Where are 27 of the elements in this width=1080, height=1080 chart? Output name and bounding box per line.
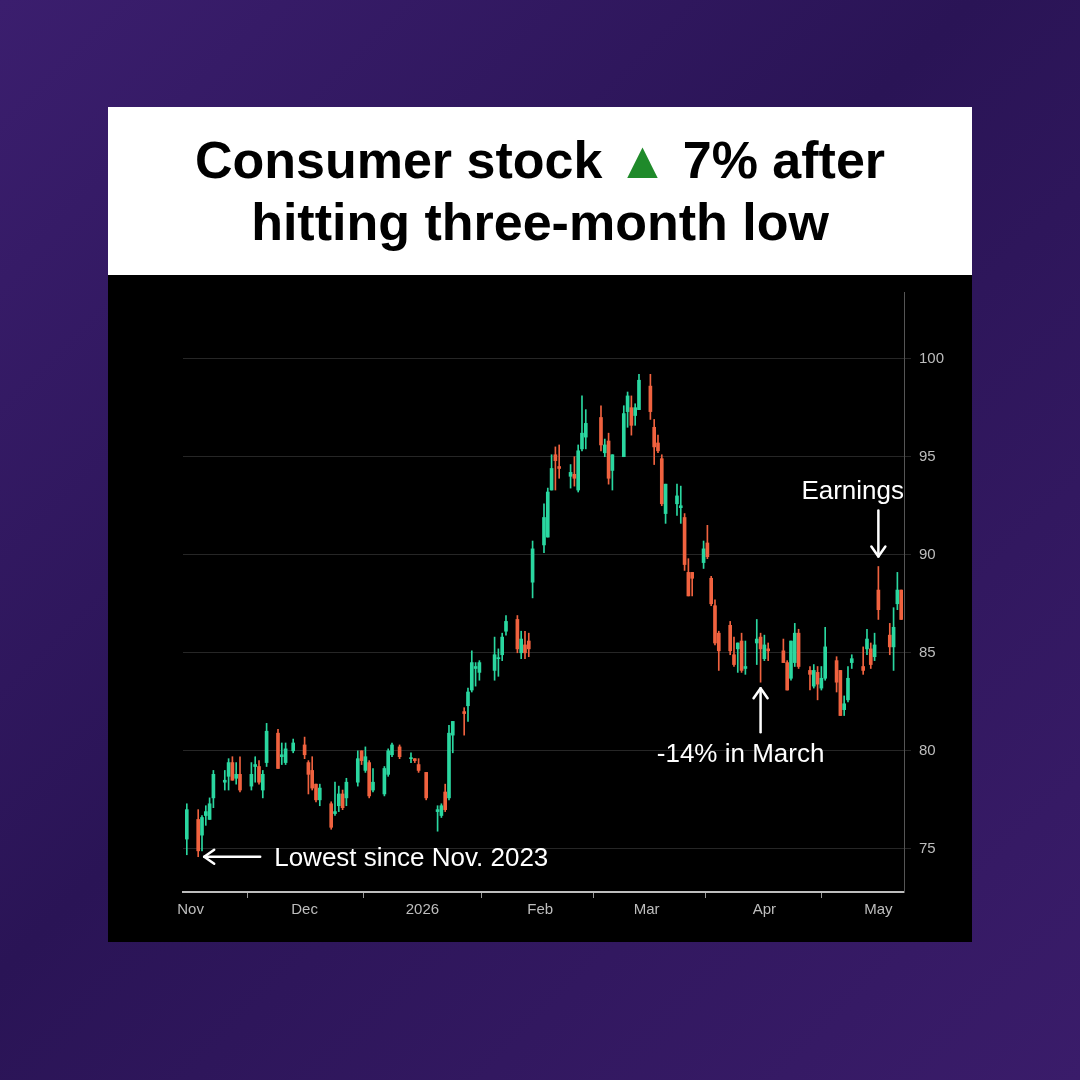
candlestick <box>409 752 413 763</box>
annotation: Earnings <box>801 474 905 505</box>
candlestick <box>754 619 759 665</box>
annotation: -14% in March <box>656 738 825 769</box>
y-tick-label: 80 <box>918 740 936 758</box>
y-tick-label: 85 <box>918 642 936 660</box>
candlestick <box>735 642 740 673</box>
candlestick <box>462 707 467 736</box>
x-tick-label: Dec <box>291 900 319 918</box>
candlestick <box>808 666 812 691</box>
x-tick-label: Apr <box>752 900 777 918</box>
candlestick <box>279 742 284 765</box>
y-tick-label: 75 <box>918 839 936 856</box>
chart-title: Consumer stock ▲ 7% after hitting three-month low <box>194 131 886 251</box>
candlestick <box>333 781 337 816</box>
x-tick-label: May <box>864 900 894 918</box>
x-tick-label: 2026 <box>405 900 440 918</box>
x-tick-label: Nov <box>177 900 205 918</box>
candlestick <box>678 485 683 524</box>
y-tick-label: 100 <box>918 348 944 366</box>
candlestick <box>861 646 866 675</box>
candlestick <box>234 762 239 785</box>
y-tick-label: 95 <box>918 446 936 464</box>
x-tick-label: Feb <box>527 900 554 918</box>
annotation: Lowest since Nov. 2023 <box>274 841 549 872</box>
y-tick-label: 90 <box>918 544 936 562</box>
x-tick-label: Mar <box>633 900 660 918</box>
